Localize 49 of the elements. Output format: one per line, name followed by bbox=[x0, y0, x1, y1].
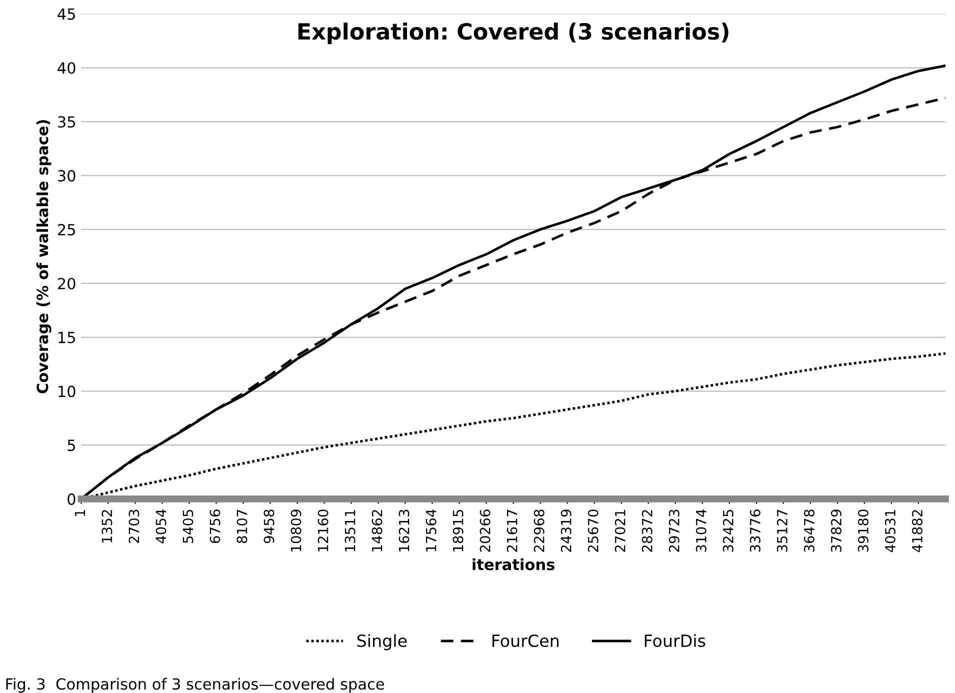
x-tick-label: 10809 bbox=[290, 510, 302, 552]
y-tick-label: 5 bbox=[68, 440, 75, 452]
x-tick-label: 25670 bbox=[588, 510, 598, 552]
x-tick-label: 33776 bbox=[750, 510, 760, 552]
x-tick-label: 22968 bbox=[534, 510, 544, 552]
legend-label: FourDis bbox=[644, 634, 706, 648]
y-axis-title: Coverage (% of walkable space) bbox=[36, 120, 52, 394]
x-tick-label: 4054 bbox=[156, 509, 166, 544]
x-tick-label: 37829 bbox=[830, 510, 842, 552]
caption: Fig. 3 Comparison of 3 scenarios—covered space bbox=[6, 678, 384, 693]
y-tick-label: 0 bbox=[68, 493, 76, 505]
y-tick-label: 30 bbox=[58, 170, 76, 182]
x-tick-label: 40531 bbox=[884, 510, 896, 552]
x-tick-label: 16213 bbox=[398, 510, 410, 552]
y-tick-label: 35 bbox=[58, 116, 75, 128]
x-tick-label: 1 bbox=[74, 510, 86, 516]
x-tick-label: 13511 bbox=[344, 510, 356, 552]
y-tick-label: 45 bbox=[58, 8, 75, 20]
x-tick-label: 41882 bbox=[912, 510, 922, 552]
x-tick-label: 31074 bbox=[696, 509, 706, 552]
x-tick-label: 14862 bbox=[372, 510, 382, 552]
y-tick-label: 20 bbox=[58, 278, 76, 290]
x-tick-label: 24319 bbox=[560, 510, 572, 552]
x-tick-label: 2703 bbox=[128, 510, 140, 544]
legend-label: FourCen bbox=[492, 634, 559, 648]
x-tick-label: 21617 bbox=[506, 510, 518, 552]
y-tick-label: 40 bbox=[58, 62, 76, 74]
x-tick-label: 28372 bbox=[642, 510, 652, 552]
x-tick-label: 8107 bbox=[236, 510, 248, 544]
x-tick-label: 27021 bbox=[614, 510, 626, 552]
y-tick-label: 25 bbox=[58, 224, 75, 236]
y-tick-label: 10 bbox=[58, 386, 76, 398]
x-tick-label: 6756 bbox=[210, 510, 220, 544]
x-tick-label: 20266 bbox=[480, 510, 490, 552]
y-tick-label: 15 bbox=[58, 332, 75, 344]
x-tick-label: 39180 bbox=[858, 510, 868, 552]
x-tick-label: 9458 bbox=[264, 510, 274, 544]
x-tick-label: 36478 bbox=[804, 510, 814, 552]
x-tick-label: 29723 bbox=[668, 510, 680, 552]
x-tick-label: 1352 bbox=[102, 510, 112, 543]
x-tick-label: 17564 bbox=[426, 509, 436, 552]
x-tick-label: 12160 bbox=[318, 510, 328, 552]
x-tick-label: 35127 bbox=[776, 510, 788, 552]
x-axis-title: iterations bbox=[472, 558, 554, 570]
x-tick-label: 5405 bbox=[182, 510, 194, 543]
x-tick-label: 18915 bbox=[452, 510, 464, 552]
chart-title: Exploration: Covered (3 scenarios) bbox=[298, 22, 728, 44]
x-tick-label: 32425 bbox=[722, 510, 734, 552]
legend-label: Single bbox=[357, 634, 407, 650]
